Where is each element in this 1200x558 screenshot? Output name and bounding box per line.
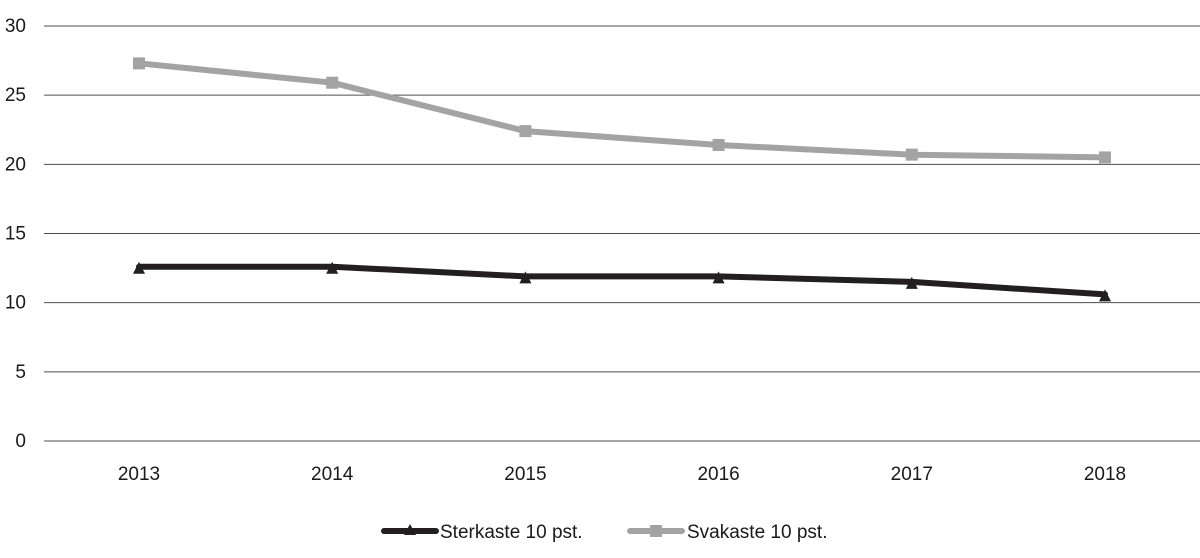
gridlines: [44, 25, 1200, 442]
data-point-square: [712, 138, 725, 151]
data-point-square: [133, 57, 145, 70]
data-point-triangle: [326, 261, 339, 274]
data-point-square: [1099, 151, 1111, 164]
series-line-sterkaste: [136, 263, 1108, 298]
y-tick-label: 15: [5, 224, 26, 245]
series-lines: [133, 57, 1111, 302]
data-point-square: [519, 125, 532, 138]
data-point-triangle: [712, 271, 725, 284]
y-tick-label: 30: [5, 16, 26, 37]
y-tick-label: 10: [5, 293, 26, 314]
x-axis-ticks: 2013 2014 2015 2016 2017 2018: [118, 464, 1126, 485]
legend-item-svakaste: Svakaste 10 pst.: [627, 522, 827, 543]
legend-marker-square: [650, 525, 662, 537]
x-tick-label: 2016: [697, 464, 739, 485]
legend-item-sterkaste: Sterkaste 10 pst.: [381, 522, 583, 543]
data-point-triangle: [905, 276, 918, 289]
legend-label-svakaste: Svakaste 10 pst.: [687, 522, 827, 543]
data-point-square: [905, 148, 918, 161]
y-tick-label: 20: [5, 154, 26, 175]
data-point-triangle: [1099, 289, 1111, 302]
legend-label-sterkaste: Sterkaste 10 pst.: [440, 522, 583, 543]
y-tick-label: 0: [15, 431, 26, 452]
x-tick-label: 2014: [311, 464, 354, 485]
series-line-svakaste: [136, 60, 1108, 161]
data-point-triangle: [519, 271, 532, 284]
y-tick-label: 5: [15, 362, 26, 383]
legend-marker-triangle: [404, 524, 416, 535]
x-tick-label: 2015: [504, 464, 546, 485]
data-point-triangle: [133, 261, 145, 274]
y-axis-ticks: 0 5 10 15 20 25 30: [5, 16, 26, 452]
legend: Sterkaste 10 pst. Svakaste 10 pst.: [381, 522, 827, 543]
x-tick-label: 2018: [1084, 464, 1126, 485]
x-tick-label: 2017: [891, 464, 933, 485]
data-point-square: [326, 76, 339, 89]
x-tick-label: 2013: [118, 464, 160, 485]
y-tick-label: 25: [5, 85, 26, 106]
